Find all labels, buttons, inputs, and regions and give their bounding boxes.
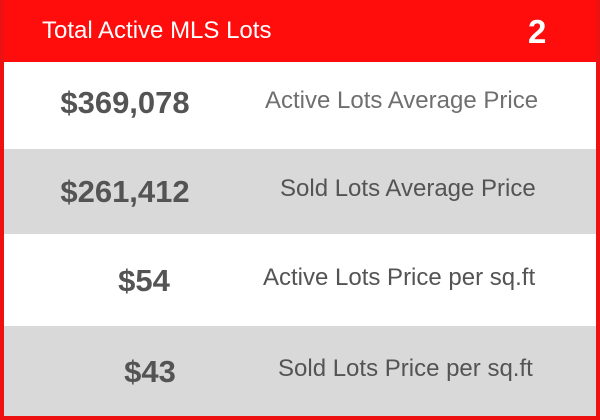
stat-label: Active Lots Price per sq.ft [263, 264, 536, 291]
stat-label: Sold Lots Average Price [280, 175, 536, 202]
active-lots-count: 2 [528, 13, 547, 50]
stat-value: $369,078 [60, 85, 190, 120]
stat-label: Active Lots Average Price [265, 87, 539, 114]
stat-row-sold-price-per-sqft: $43 Sold Lots Price per sq.ft [4, 326, 596, 416]
stat-label: Sold Lots Price per sq.ft [278, 355, 533, 382]
stat-value: $54 [118, 263, 170, 298]
stat-value: $43 [124, 354, 176, 389]
stat-value: $261,412 [60, 174, 190, 209]
stat-row-active-average-price: $369,078 Active Lots Average Price [4, 62, 596, 149]
stat-row-active-price-per-sqft: $54 Active Lots Price per sq.ft [4, 234, 596, 326]
header-title: Total Active MLS Lots [42, 17, 272, 44]
stat-row-sold-average-price: $261,412 Sold Lots Average Price [4, 149, 596, 234]
card-header: Total Active MLS Lots 2 [4, 0, 596, 62]
